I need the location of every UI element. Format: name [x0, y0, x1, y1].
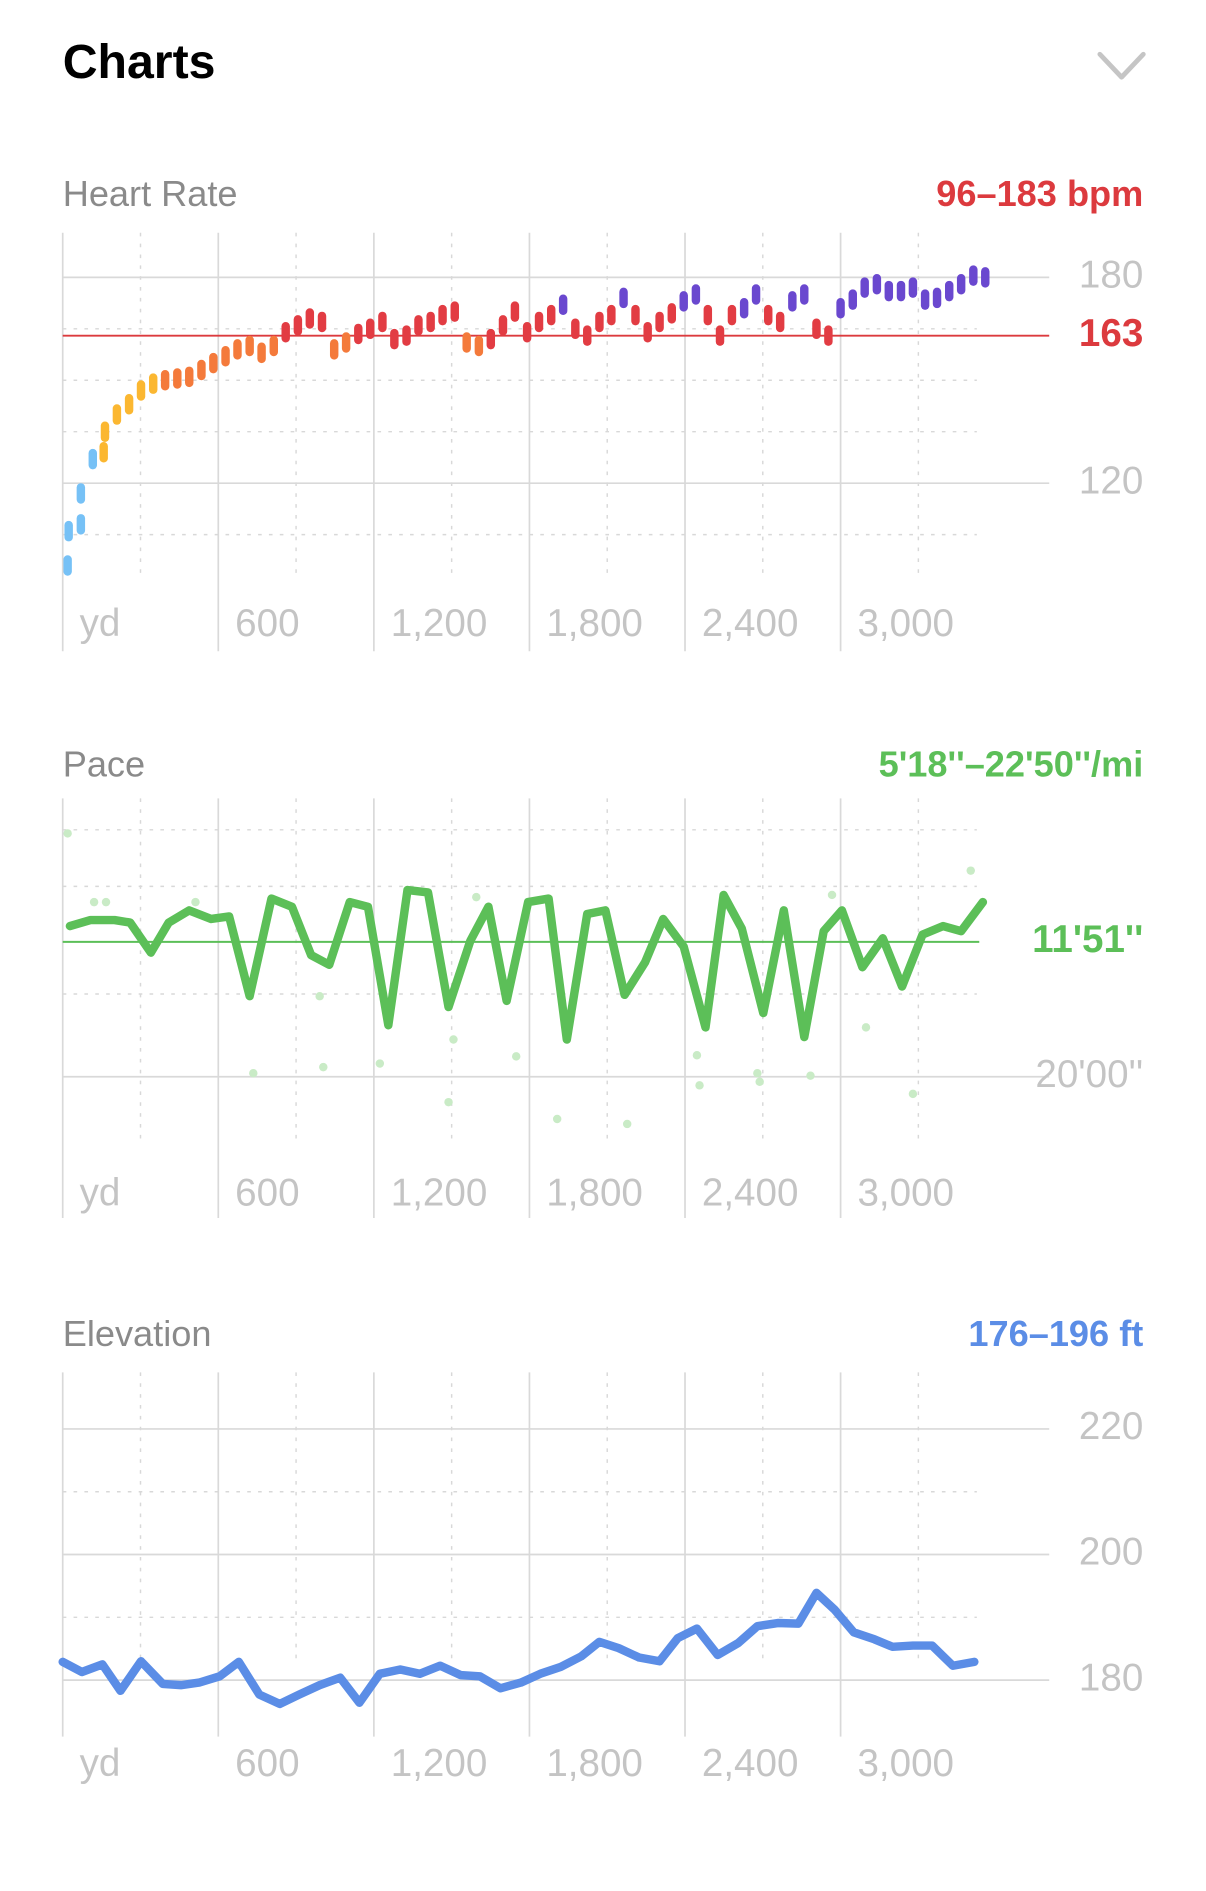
collapse-chevron[interactable] [1097, 51, 1146, 80]
x-tick-label: yd [80, 1171, 121, 1214]
x-tick-label: yd [80, 1742, 121, 1785]
x-tick-label: 2,400 [702, 602, 799, 645]
pace-sample [444, 1097, 453, 1107]
chart-title: Elevation [63, 1313, 212, 1354]
pace-sample [908, 1089, 918, 1099]
chart-title: Heart Rate [63, 173, 238, 214]
y-tick-label: 20'00'' [1035, 1053, 1143, 1096]
pace-sample [755, 1077, 764, 1086]
x-tick-label: 3,000 [857, 602, 954, 645]
pace-sample [827, 890, 837, 900]
x-tick-label: 1,800 [546, 602, 643, 645]
chart-range: 5'18''–22'50''/mi [879, 744, 1144, 785]
pace-sample [191, 897, 200, 907]
x-tick-label: 3,000 [857, 1742, 954, 1785]
pace-sample [622, 1119, 632, 1129]
x-tick-label: 600 [235, 602, 299, 645]
x-tick-label: 3,000 [857, 1171, 954, 1214]
y-tick-label: 200 [1079, 1531, 1143, 1574]
pace-sample [695, 1081, 704, 1090]
pace-sample [753, 1068, 762, 1078]
x-tick-label: 600 [235, 1742, 299, 1785]
y-tick-label: 180 [1079, 254, 1143, 297]
pace-sample [249, 1068, 258, 1078]
average-label: 163 [1079, 312, 1143, 355]
pace-sample [319, 1062, 328, 1072]
chart-range: 176–196 ft [968, 1313, 1143, 1354]
pace-sample [63, 829, 72, 838]
pace-sample [692, 1051, 702, 1060]
x-tick-label: yd [80, 602, 121, 645]
x-tick-label: 2,400 [702, 1742, 799, 1785]
pace-sample [511, 1052, 521, 1061]
average-label: 11'51'' [1032, 918, 1143, 961]
pace-sample [315, 991, 324, 1001]
pace-sample [966, 866, 975, 875]
x-tick-label: 1,200 [391, 1742, 488, 1785]
y-tick-label: 220 [1079, 1405, 1143, 1448]
y-tick-label: 180 [1079, 1656, 1143, 1699]
header-title: Charts [63, 35, 216, 89]
series-line [58, 1588, 979, 1709]
x-tick-label: 1,200 [391, 1171, 488, 1214]
pace-sample [806, 1071, 815, 1080]
pace-sample [472, 892, 481, 902]
x-tick-label: 1,800 [546, 1742, 643, 1785]
y-tick-label: 120 [1079, 459, 1143, 502]
chart-title: Pace [63, 744, 145, 785]
chart-range: 96–183 bpm [936, 173, 1143, 214]
pace-sample [89, 897, 99, 907]
pace-sample [552, 1114, 562, 1124]
x-tick-label: 2,400 [702, 1171, 799, 1214]
pace-sample [101, 897, 111, 907]
series-line [65, 885, 988, 1044]
pace-sample [375, 1059, 385, 1068]
x-tick-label: 1,800 [546, 1171, 643, 1214]
pace-sample [861, 1023, 871, 1032]
pace-sample [449, 1035, 458, 1044]
x-tick-label: 600 [235, 1171, 299, 1214]
x-tick-label: 1,200 [391, 602, 488, 645]
